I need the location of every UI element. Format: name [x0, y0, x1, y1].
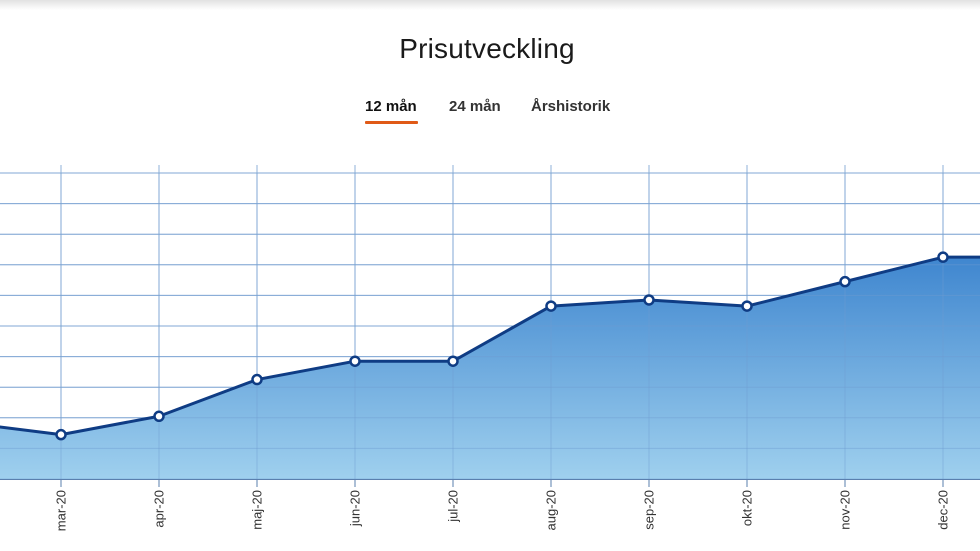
x-tick-label: okt-20	[740, 490, 755, 526]
data-point	[447, 355, 459, 367]
chart-title: Prisutveckling	[399, 33, 575, 64]
x-tick-label: dec-20	[936, 490, 951, 530]
x-tick-label: sep-20	[642, 490, 657, 530]
data-point	[643, 294, 655, 306]
chart-area	[0, 257, 980, 479]
data-point	[153, 410, 165, 423]
x-tick-label: apr-20	[152, 490, 167, 528]
x-tick-label: maj-20	[250, 490, 265, 530]
data-point	[937, 251, 949, 263]
tab-12-months[interactable]: 12 mån	[365, 98, 417, 115]
active-tab-indicator	[365, 121, 418, 124]
data-point	[349, 355, 361, 367]
tab-year-history[interactable]: Årshistorik	[531, 98, 611, 115]
x-tick-label: nov-20	[838, 490, 853, 530]
series-line	[0, 255, 980, 437]
period-tabs: 12 mån 24 mån Årshistorik	[0, 98, 980, 128]
data-point	[741, 300, 753, 312]
x-tick-label: jul-20	[446, 490, 461, 523]
tab-24-months[interactable]: 24 mån	[449, 98, 501, 115]
x-tick-label: mar-20	[54, 490, 69, 531]
top-shadow	[0, 0, 980, 10]
x-tick-label: aug-20	[544, 490, 559, 530]
x-tick-label: jun-20	[348, 490, 363, 527]
x-axis-ticks: mar-20 apr-20 maj-20 jun-20 jul-20 aug-20 sep-…	[54, 479, 951, 531]
data-points	[55, 251, 949, 441]
data-point	[251, 373, 263, 386]
data-point	[839, 275, 851, 288]
data-point	[55, 428, 67, 441]
data-point	[545, 300, 557, 312]
